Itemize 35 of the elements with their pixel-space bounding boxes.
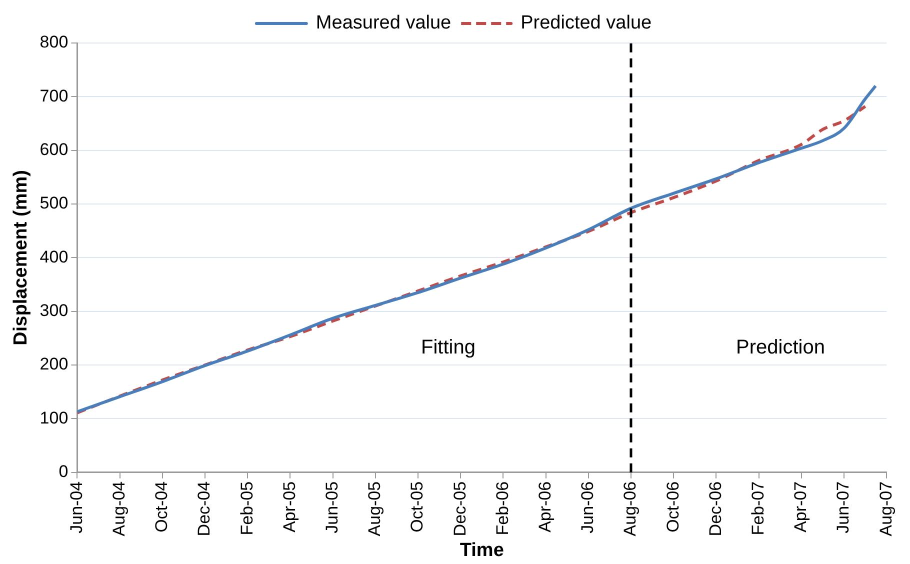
y-tick-label: 0 (58, 462, 68, 482)
x-tick-label: Feb-06 (492, 481, 512, 536)
x-tick-label: Aug-05 (365, 481, 384, 536)
y-tick-label: 300 (40, 301, 68, 320)
y-tick-label: 500 (40, 194, 68, 213)
y-axis-title: Displacement (mm) (10, 170, 32, 346)
annotation: Fitting (420, 336, 476, 358)
x-tick-label: Jun-07 (834, 481, 853, 534)
x-tick-label: Aug-04 (109, 481, 128, 536)
x-tick-label: Apr-05 (280, 481, 299, 532)
x-tick-label: Dec-06 (706, 481, 725, 536)
y-tick-label: 400 (40, 247, 68, 266)
y-tick-label: 100 (40, 408, 68, 428)
x-tick-label: Oct-06 (663, 481, 682, 532)
x-tick-label: Dec-04 (194, 481, 214, 536)
legend-label: Measured value (316, 12, 452, 34)
y-tick-label: 800 (40, 32, 68, 52)
x-tick-label: Apr-07 (791, 481, 810, 532)
x-tick-label: Oct-05 (408, 481, 427, 532)
x-tick-label: Feb-07 (748, 481, 768, 536)
legend-label: Predicted value (520, 12, 652, 34)
y-tick-label: 200 (40, 354, 68, 374)
x-tick-label: Oct-04 (152, 481, 172, 532)
y-tick-label: 700 (40, 86, 68, 106)
x-tick-label: Feb-05 (237, 481, 256, 536)
annotation: Prediction (736, 336, 825, 358)
x-tick-label: Jun-04 (66, 481, 86, 534)
y-tick-label: 600 (40, 140, 68, 160)
x-tick-label: Jun-05 (322, 481, 342, 534)
x-tick-label: Aug-06 (620, 481, 640, 536)
x-tick-label: Dec-05 (450, 481, 470, 536)
x-tick-label: Aug-07 (876, 481, 896, 536)
x-tick-label: Jun-06 (578, 481, 598, 534)
x-tick-label: Apr-06 (535, 481, 554, 532)
x-axis-title: Time (460, 540, 504, 561)
